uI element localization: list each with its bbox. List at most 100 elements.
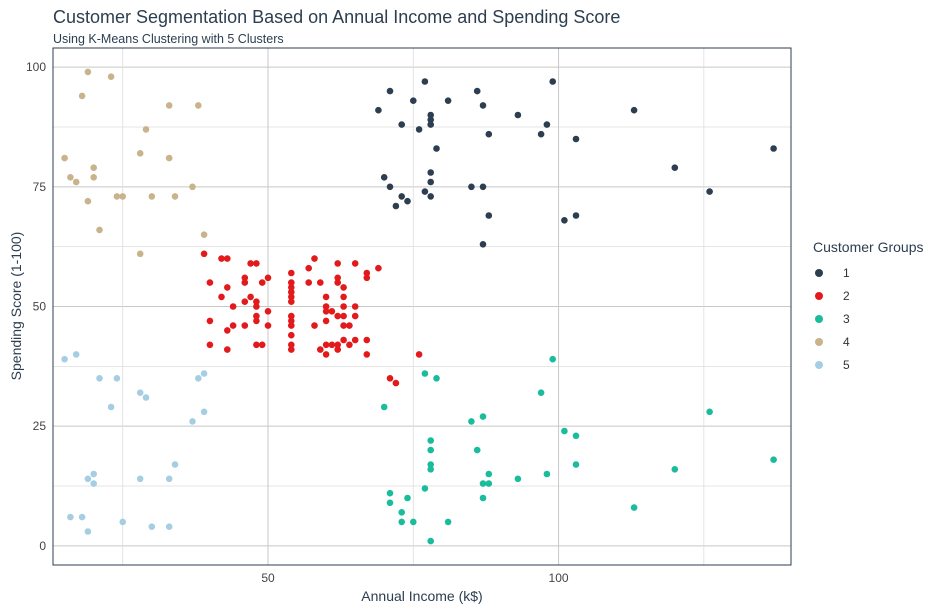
data-point-cluster-3	[404, 494, 411, 502]
data-point-cluster-2	[264, 322, 272, 329]
data-point-cluster-2	[351, 260, 359, 267]
y-tick-label: 75	[33, 180, 47, 194]
data-point-cluster-2	[288, 322, 295, 329]
legend-label: 4	[843, 335, 850, 349]
data-point-cluster-3	[479, 494, 487, 502]
data-point-cluster-4	[84, 68, 92, 76]
data-point-cluster-1	[706, 188, 713, 195]
data-point-cluster-2	[317, 346, 324, 353]
data-point-cluster-5	[189, 418, 196, 425]
data-point-cluster-3	[706, 408, 713, 416]
legend-item-5: 5	[815, 355, 850, 375]
data-point-cluster-2	[351, 336, 359, 344]
data-point-cluster-4	[136, 250, 144, 258]
data-point-cluster-3	[427, 537, 435, 545]
legend-marker	[815, 315, 823, 323]
y-tick-label: 50	[33, 300, 47, 314]
legend-marker	[815, 269, 823, 277]
data-point-cluster-1	[671, 164, 679, 171]
grid-lines	[53, 48, 791, 565]
data-point-cluster-1	[427, 121, 435, 128]
data-point-cluster-2	[322, 351, 330, 358]
data-point-cluster-1	[375, 106, 382, 114]
data-point-cluster-3	[537, 389, 545, 397]
data-point-cluster-1	[479, 241, 487, 248]
data-point-cluster-5	[113, 375, 121, 382]
data-point-cluster-3	[479, 480, 487, 487]
data-point-cluster-5	[136, 475, 144, 483]
data-point-cluster-3	[386, 499, 394, 507]
data-point-cluster-2	[351, 303, 359, 310]
data-point-cluster-2	[322, 303, 330, 310]
data-point-cluster-2	[334, 274, 342, 282]
data-point-cluster-2	[253, 317, 260, 325]
data-point-cluster-1	[427, 169, 435, 176]
data-point-cluster-3	[561, 427, 568, 435]
legend-item-4: 4	[815, 332, 850, 352]
data-point-cluster-2	[288, 279, 295, 286]
data-point-cluster-1	[549, 78, 556, 85]
data-point-cluster-2	[247, 293, 254, 301]
data-point-cluster-3	[514, 475, 522, 483]
data-point-cluster-3	[427, 446, 435, 454]
data-point-cluster-1	[427, 111, 435, 119]
data-point-cluster-2	[288, 293, 295, 301]
data-point-cluster-5	[200, 370, 208, 377]
data-point-cluster-3	[770, 456, 777, 464]
data-point-cluster-2	[253, 312, 260, 320]
data-point-cluster-5	[119, 518, 126, 526]
data-point-cluster-1	[398, 121, 406, 128]
data-point-cluster-1	[572, 135, 580, 143]
data-point-cluster-1	[398, 193, 406, 200]
data-point-cluster-5	[78, 513, 86, 521]
data-point-cluster-3	[444, 518, 452, 526]
data-point-cluster-4	[107, 73, 115, 80]
data-point-cluster-2	[288, 298, 295, 306]
data-point-cluster-1	[392, 202, 400, 210]
x-tick-label: 50	[261, 571, 275, 585]
data-point-cluster-2	[328, 308, 336, 315]
data-point-cluster-1	[514, 111, 522, 119]
data-point-cluster-1	[485, 130, 493, 138]
legend-marker	[815, 338, 823, 346]
data-point-cluster-2	[288, 346, 295, 353]
data-point-cluster-2	[258, 341, 266, 349]
data-point-cluster-4	[171, 193, 179, 200]
tick-labels: 0 25 50 75 100 50 100	[26, 60, 569, 585]
data-point-cluster-1	[543, 121, 551, 128]
data-point-cluster-3	[427, 466, 435, 473]
data-point-cluster-2	[253, 303, 260, 310]
data-point-cluster-3	[427, 437, 435, 444]
legend-title: Customer Groups	[813, 239, 924, 255]
data-point-cluster-2	[322, 317, 330, 325]
data-point-cluster-2	[392, 379, 400, 387]
data-point-cluster-5	[142, 394, 150, 401]
data-point-cluster-2	[305, 279, 313, 286]
data-point-cluster-2	[224, 327, 231, 334]
plot-panel-border	[52, 47, 792, 566]
data-point-cluster-1	[421, 78, 429, 85]
y-tick-label: 25	[33, 419, 47, 433]
data-point-cluster-5	[165, 523, 173, 530]
data-point-cluster-2	[288, 331, 295, 339]
data-point-cluster-4	[61, 154, 68, 162]
data-point-cluster-2	[334, 346, 342, 353]
data-point-cluster-1	[386, 87, 394, 95]
data-point-cluster-2	[334, 312, 342, 320]
data-point-cluster-2	[340, 293, 347, 301]
legend-marker	[815, 361, 823, 369]
data-point-cluster-2	[288, 288, 295, 296]
data-point-cluster-2	[229, 322, 237, 329]
data-point-cluster-2	[258, 279, 266, 286]
data-point-cluster-2	[322, 341, 330, 349]
data-point-cluster-2	[311, 255, 318, 262]
y-axis-title: Spending Score (1-100)	[8, 232, 24, 381]
data-point-cluster-4	[189, 183, 196, 191]
data-point-cluster-4	[195, 102, 202, 109]
data-point-cluster-2	[218, 293, 225, 301]
data-point-cluster-4	[165, 154, 173, 162]
data-point-cluster-5	[61, 355, 68, 363]
data-point-cluster-4	[200, 231, 208, 238]
data-point-cluster-1	[415, 126, 423, 133]
data-point-cluster-2	[363, 274, 371, 282]
